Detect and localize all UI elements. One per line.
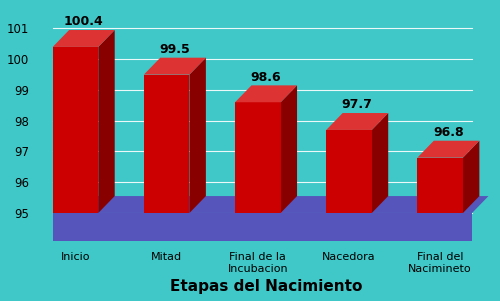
Text: 98.6: 98.6 — [250, 71, 282, 84]
Polygon shape — [52, 196, 488, 213]
Polygon shape — [52, 47, 98, 213]
Polygon shape — [235, 85, 297, 102]
Polygon shape — [144, 75, 190, 213]
Text: 100.4: 100.4 — [64, 15, 104, 29]
Polygon shape — [98, 30, 114, 213]
Polygon shape — [144, 58, 206, 75]
X-axis label: Etapas del Nacimiento: Etapas del Nacimiento — [170, 279, 362, 294]
Polygon shape — [280, 85, 297, 213]
Polygon shape — [52, 30, 114, 47]
Polygon shape — [235, 102, 281, 213]
Polygon shape — [326, 130, 372, 213]
Text: 97.7: 97.7 — [342, 98, 372, 111]
Text: 99.5: 99.5 — [160, 43, 190, 56]
Polygon shape — [418, 158, 463, 213]
Polygon shape — [418, 141, 480, 158]
Polygon shape — [326, 113, 388, 130]
Polygon shape — [190, 58, 206, 213]
Polygon shape — [372, 113, 388, 213]
Polygon shape — [52, 213, 472, 240]
Polygon shape — [463, 141, 479, 213]
Text: 96.8: 96.8 — [433, 126, 464, 139]
